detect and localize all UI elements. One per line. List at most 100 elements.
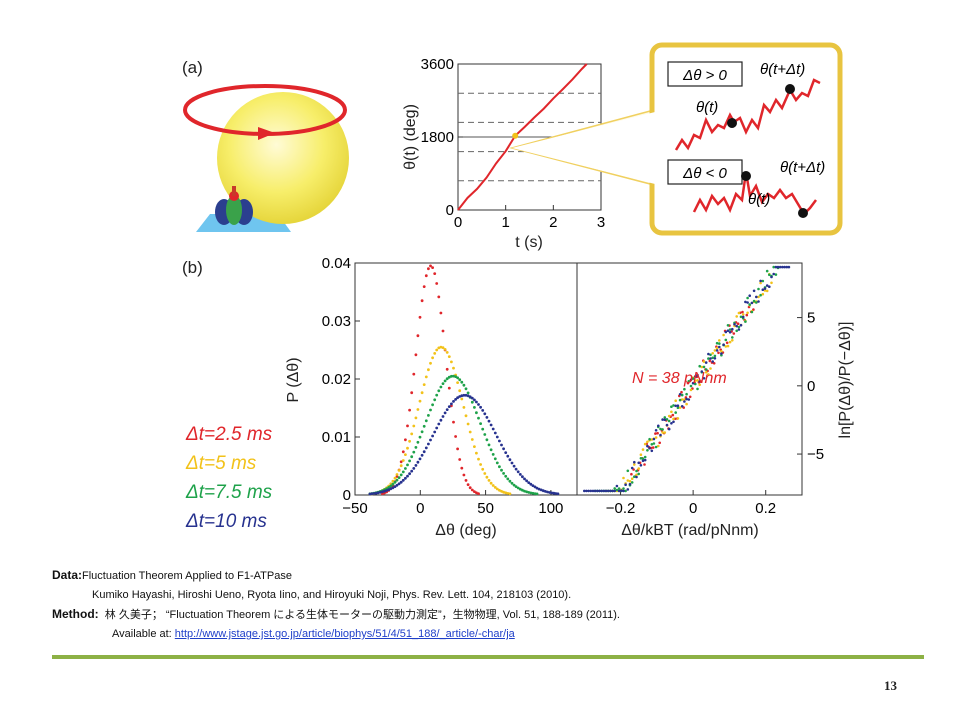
data-point bbox=[456, 376, 459, 380]
highlight-point bbox=[512, 132, 519, 139]
data-point bbox=[761, 288, 765, 292]
data-point bbox=[670, 410, 673, 414]
data-point bbox=[752, 299, 756, 303]
data-point bbox=[685, 392, 688, 396]
y-tick-label: 5 bbox=[807, 310, 815, 327]
data-point bbox=[748, 303, 751, 306]
data-point bbox=[412, 467, 416, 470]
data-point bbox=[406, 424, 409, 428]
data-point bbox=[650, 443, 654, 446]
data-point bbox=[661, 428, 664, 431]
data-point bbox=[458, 395, 462, 398]
data-point bbox=[661, 418, 664, 421]
data-point bbox=[464, 393, 468, 397]
data-point bbox=[708, 359, 712, 363]
data-point bbox=[757, 287, 760, 291]
x-tick-label: −50 bbox=[342, 500, 367, 517]
data-point bbox=[678, 406, 682, 409]
legend: Δt=2.5 ms Δt=5 ms Δt=7.5 ms Δt=10 ms bbox=[185, 424, 273, 532]
data-point bbox=[458, 378, 462, 382]
marker-theta-t-lower bbox=[741, 171, 751, 181]
data-point bbox=[670, 405, 673, 409]
data-point bbox=[401, 478, 405, 482]
data-point bbox=[514, 485, 518, 488]
data-point bbox=[420, 453, 424, 457]
data-point bbox=[500, 443, 503, 447]
data-point bbox=[450, 360, 453, 364]
data-point bbox=[506, 477, 510, 481]
data-point bbox=[713, 349, 717, 352]
data-point bbox=[441, 346, 445, 349]
data-point bbox=[785, 265, 789, 269]
data-point bbox=[639, 453, 643, 457]
data-point bbox=[477, 403, 480, 406]
data-point bbox=[389, 484, 393, 488]
data-point bbox=[500, 489, 503, 493]
data-point bbox=[452, 400, 455, 403]
data-point bbox=[735, 329, 738, 333]
data-point bbox=[393, 476, 397, 480]
data-point bbox=[466, 391, 470, 395]
data-point bbox=[696, 387, 699, 391]
y-tick-label: 0 bbox=[807, 378, 815, 395]
data-point bbox=[667, 414, 671, 418]
data-point bbox=[711, 360, 714, 363]
data-point bbox=[600, 489, 603, 493]
data-point bbox=[689, 384, 693, 388]
label-theta-t-lower: θ(t) bbox=[748, 191, 770, 208]
data-point bbox=[527, 481, 531, 484]
data-point bbox=[429, 264, 432, 268]
data-point bbox=[408, 459, 411, 463]
data-point bbox=[495, 435, 499, 439]
data-point bbox=[746, 311, 749, 315]
data-point bbox=[504, 474, 508, 478]
data-point bbox=[475, 491, 478, 495]
data-point bbox=[651, 446, 655, 449]
figure: (a) (b) 0 1 2 3 0 1800 3600 t (s) θ(t) (deg) bbox=[182, 42, 854, 539]
data-point bbox=[473, 445, 476, 448]
data-point bbox=[475, 451, 478, 455]
data-point bbox=[761, 292, 765, 296]
data-point bbox=[399, 464, 403, 468]
y-tick-label: 0.01 bbox=[322, 429, 351, 446]
panel-a-label: (a) bbox=[182, 58, 203, 77]
data-point bbox=[443, 348, 447, 351]
label-theta-t-upper: θ(t) bbox=[696, 99, 718, 116]
data-point bbox=[441, 382, 445, 385]
data-point bbox=[741, 313, 745, 316]
data-point bbox=[765, 269, 769, 273]
marker-theta-t-dt-lower bbox=[798, 208, 808, 218]
data-point bbox=[639, 464, 643, 467]
data-point bbox=[470, 438, 474, 441]
data-point bbox=[395, 473, 399, 476]
data-point bbox=[648, 446, 651, 450]
data-point bbox=[433, 398, 437, 402]
data-point bbox=[408, 439, 411, 443]
data-point bbox=[633, 475, 636, 479]
data-point bbox=[477, 492, 480, 495]
data-point bbox=[487, 443, 491, 447]
data-point bbox=[404, 453, 407, 456]
data-point bbox=[531, 491, 535, 495]
data-point bbox=[646, 444, 649, 448]
data-point bbox=[635, 475, 638, 479]
data-point bbox=[397, 469, 401, 472]
data-point bbox=[683, 398, 686, 401]
data-point bbox=[420, 430, 424, 434]
data-point bbox=[670, 422, 673, 425]
data-point bbox=[410, 469, 414, 473]
data-point bbox=[702, 377, 706, 380]
data-point bbox=[498, 439, 501, 443]
data-point bbox=[667, 419, 671, 423]
data-point bbox=[424, 274, 428, 278]
data-point bbox=[479, 422, 482, 425]
data-point bbox=[445, 408, 449, 411]
reference-link[interactable]: http://www.jstage.jst.go.jp/article/biop… bbox=[174, 628, 515, 640]
data-point bbox=[746, 301, 749, 304]
data-point bbox=[381, 490, 384, 494]
data-point bbox=[435, 282, 439, 285]
legend-entry: Δt=5 ms bbox=[185, 453, 257, 474]
data-point bbox=[637, 467, 640, 470]
data-point bbox=[378, 490, 382, 494]
data-point bbox=[418, 457, 422, 461]
